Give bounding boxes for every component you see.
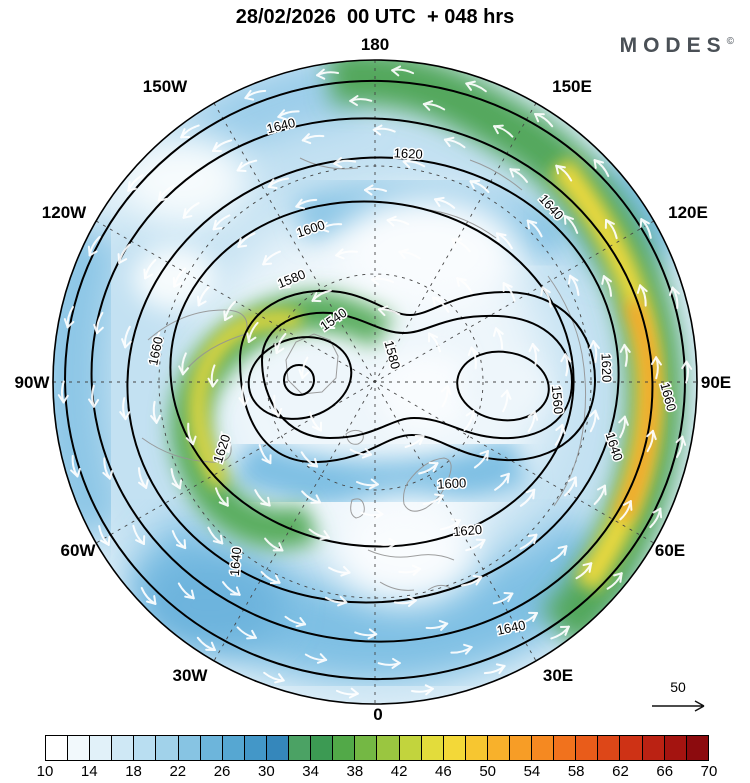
contour-label: 1560 [549,385,566,415]
colorbar-cell [332,736,355,760]
lon-label-60w: 60W [61,541,97,560]
colorbar-cell [442,736,465,760]
modes-logo-text: MODES [619,34,727,57]
colorbar-cell [553,736,576,760]
colorbar-cell [531,736,554,760]
colorbar-tick-labels: 10 14 18 22 26 30 34 38 42 46 50 54 58 62 66 70 [37,763,718,783]
colorbar-cell [133,736,156,760]
colorbar-tick-label: 58 [567,763,585,780]
colorbar-cell [663,736,686,760]
colorbar-tick-label: 10 [36,763,54,780]
colorbar-cell [464,736,487,760]
colorbar-tick-label: 54 [523,763,541,780]
colorbar-tick-label: 18 [125,763,142,780]
colorbar-cell [508,736,532,760]
colorbar-cell [685,736,708,760]
contour-label: 1620 [453,522,483,539]
reference-arrow: 50 [652,679,705,712]
colorbar-cell [243,736,266,760]
colorbar-tick-label: 66 [656,763,674,780]
reference-arrow-icon [652,700,705,712]
colorbar-tick-label: 26 [213,763,231,780]
graticule [53,60,697,704]
colorbar-cell [376,736,399,760]
colorbar-cell [288,736,311,760]
colorbar-cell [619,736,642,760]
colorbar-cell [641,736,664,760]
colorbar-tick-label: 62 [612,763,629,780]
colorbar-cell [310,736,333,760]
colorbar-cell [398,736,421,760]
lon-label-180: 180 [361,35,389,54]
colorbar-tick-label: 34 [302,763,319,780]
lon-label-120e: 120E [668,203,708,222]
colorbar-tick-label: 46 [435,763,452,780]
colorbar-tick-label: 30 [257,763,275,780]
colorbar-tick-label: 38 [346,763,364,780]
colorbar-cells [45,735,709,761]
colorbar-cell [89,736,112,760]
colorbar-tick-label: 70 [700,763,718,780]
modes-logo: MODES© [620,34,734,58]
colorbar-cell [221,736,244,760]
colorbar-cell [111,736,134,760]
colorbar-cell [575,736,598,760]
lon-label-60e: 60E [655,541,685,560]
map-border [52,59,698,705]
colorbar: 10 14 18 22 26 30 34 38 42 46 50 54 58 62 66 70 [37,735,718,783]
colorbar-cell [420,736,443,760]
colorbar-cell [177,736,200,760]
lon-label-30e: 30E [543,666,573,685]
reference-arrow-label: 50 [670,679,686,695]
lon-label-90e: 90E [701,373,731,392]
contour-label: 1620 [598,353,614,382]
colorbar-cell [597,736,620,760]
copyright-icon: © [726,36,734,47]
lon-label-120w: 120W [42,203,87,222]
colorbar-cell [265,736,289,760]
lon-label-90w: 90W [15,373,51,392]
lon-label-0: 0 [373,705,382,724]
contour-label: 1600 [437,475,467,491]
contour-label: 1620 [393,145,423,161]
colorbar-tick-label: 50 [479,763,496,780]
map-area: 1660 1660 1640 1640 1640 1640 1640 1620 … [0,30,750,734]
colorbar-tick-label: 42 [390,763,408,780]
lon-label-30w: 30W [173,666,209,685]
colorbar-cell [155,736,178,760]
lon-label-150w: 150W [143,77,188,96]
longitude-labels: 180 150W 150E 120W 120E 90W 90E 60W 60E … [15,35,732,724]
chart-title: 28/02/2026 00 UTC + 048 hrs [235,6,515,28]
colorbar-cell [486,736,509,760]
colorbar-cell [199,736,222,760]
colorbar-tick-label: 14 [80,763,98,780]
colorbar-cell [46,736,68,760]
colorbar-tick-label: 22 [169,763,187,780]
colorbar-cell [354,736,377,760]
colorbar-cell [67,736,90,760]
contour-label: 1640 [227,547,244,577]
coastlines [141,157,587,591]
lon-label-150e: 150E [552,77,592,96]
polar-map-svg: 1660 1660 1640 1640 1640 1640 1640 1620 … [15,35,732,724]
